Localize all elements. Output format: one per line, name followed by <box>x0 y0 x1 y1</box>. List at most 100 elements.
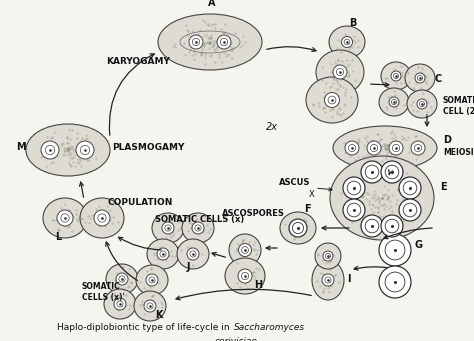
Circle shape <box>146 274 158 286</box>
Circle shape <box>192 38 200 46</box>
Ellipse shape <box>147 239 179 269</box>
Text: MEIOSIS: MEIOSIS <box>443 148 474 157</box>
Text: PLASMOGAMY: PLASMOGAMY <box>112 143 184 152</box>
Ellipse shape <box>280 212 316 244</box>
Text: Saccharomyces: Saccharomyces <box>234 324 305 332</box>
Circle shape <box>238 269 252 283</box>
Text: SOMATIC
CELL (2x): SOMATIC CELL (2x) <box>443 96 474 116</box>
Ellipse shape <box>182 213 214 243</box>
Circle shape <box>116 273 128 285</box>
Circle shape <box>370 144 378 152</box>
Circle shape <box>147 303 153 309</box>
Circle shape <box>238 243 252 256</box>
Circle shape <box>391 71 401 81</box>
Circle shape <box>328 96 336 104</box>
Ellipse shape <box>136 265 168 295</box>
Ellipse shape <box>381 62 411 90</box>
Ellipse shape <box>134 291 166 321</box>
Circle shape <box>76 141 94 159</box>
Circle shape <box>165 225 171 231</box>
Circle shape <box>337 68 344 76</box>
Circle shape <box>385 240 405 260</box>
Circle shape <box>217 35 231 49</box>
Ellipse shape <box>405 64 435 92</box>
Text: J: J <box>186 262 190 272</box>
Circle shape <box>322 274 334 286</box>
Circle shape <box>381 215 403 237</box>
Circle shape <box>414 144 422 152</box>
Text: G: G <box>415 240 423 250</box>
Ellipse shape <box>407 90 437 118</box>
Circle shape <box>379 266 411 298</box>
Circle shape <box>367 141 381 155</box>
Circle shape <box>157 248 169 260</box>
Circle shape <box>46 145 55 155</box>
Circle shape <box>361 215 383 237</box>
Circle shape <box>119 276 125 282</box>
Circle shape <box>365 165 379 179</box>
Circle shape <box>419 101 425 107</box>
Text: L: L <box>55 232 61 242</box>
Ellipse shape <box>330 156 434 240</box>
Text: K: K <box>155 310 163 320</box>
Circle shape <box>325 277 331 283</box>
Ellipse shape <box>329 26 365 58</box>
Ellipse shape <box>312 260 344 300</box>
Circle shape <box>385 219 399 233</box>
Circle shape <box>57 210 73 226</box>
Ellipse shape <box>43 198 87 238</box>
Circle shape <box>417 99 427 109</box>
Text: H: H <box>254 280 262 290</box>
Circle shape <box>61 214 69 222</box>
Circle shape <box>361 161 383 183</box>
Text: M: M <box>17 142 26 152</box>
Circle shape <box>242 247 248 253</box>
Ellipse shape <box>315 243 341 269</box>
Circle shape <box>323 251 333 261</box>
Circle shape <box>399 199 421 221</box>
Circle shape <box>189 35 203 49</box>
Circle shape <box>187 248 199 260</box>
Circle shape <box>415 73 425 83</box>
Circle shape <box>392 99 397 105</box>
Circle shape <box>385 272 405 292</box>
Circle shape <box>344 39 350 45</box>
Text: 2x: 2x <box>266 122 278 132</box>
Text: SOMATIC
CELLS (x)': SOMATIC CELLS (x)' <box>82 282 125 302</box>
Circle shape <box>403 203 417 217</box>
Circle shape <box>381 161 403 183</box>
Text: ASCOSPORES: ASCOSPORES <box>221 209 284 218</box>
Circle shape <box>98 214 106 222</box>
Text: KARYOGAMY: KARYOGAMY <box>106 57 170 66</box>
Circle shape <box>343 177 365 199</box>
Text: F: F <box>304 204 310 214</box>
Ellipse shape <box>333 126 437 170</box>
Circle shape <box>393 73 399 78</box>
Circle shape <box>347 203 361 217</box>
Ellipse shape <box>152 213 184 243</box>
Circle shape <box>195 225 201 231</box>
Text: B: B <box>349 18 357 28</box>
Circle shape <box>411 141 425 155</box>
Circle shape <box>345 141 359 155</box>
Ellipse shape <box>26 124 110 176</box>
Circle shape <box>192 222 204 234</box>
Circle shape <box>348 144 356 152</box>
Circle shape <box>220 38 228 46</box>
Ellipse shape <box>306 77 358 123</box>
Circle shape <box>80 145 90 155</box>
Text: X: X <box>309 190 315 199</box>
Ellipse shape <box>229 234 261 266</box>
Text: Haplo-diplobiontic type of life-cycle in: Haplo-diplobiontic type of life-cycle in <box>57 324 233 332</box>
Circle shape <box>325 253 330 258</box>
Ellipse shape <box>379 88 409 116</box>
Text: C: C <box>435 74 442 84</box>
Circle shape <box>144 300 156 312</box>
Circle shape <box>389 141 403 155</box>
Ellipse shape <box>316 50 364 94</box>
Text: A: A <box>208 0 216 8</box>
Ellipse shape <box>104 289 136 319</box>
Circle shape <box>149 277 155 283</box>
Ellipse shape <box>158 14 262 70</box>
Circle shape <box>160 251 166 257</box>
